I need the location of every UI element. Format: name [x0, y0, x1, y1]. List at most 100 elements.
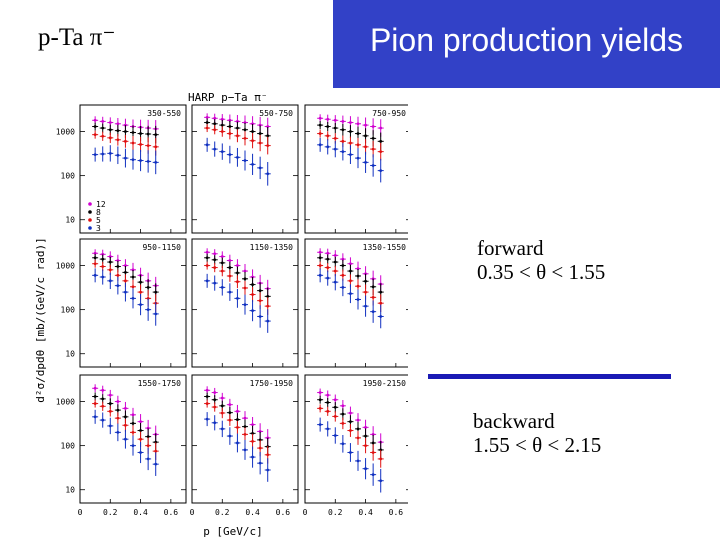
data-point [131, 444, 135, 448]
data-point [108, 136, 112, 140]
data-point [108, 128, 112, 132]
data-point [228, 411, 232, 415]
data-point [326, 134, 330, 138]
data-point [116, 153, 120, 157]
data-point [356, 436, 360, 440]
data-point [139, 429, 142, 432]
data-point [356, 418, 360, 422]
data-point [146, 457, 150, 461]
data-point [205, 264, 209, 267]
data-point [341, 264, 345, 267]
data-point [356, 298, 360, 301]
data-point [349, 420, 352, 424]
data-point [243, 286, 247, 290]
data-point [124, 270, 127, 274]
panel-label: 950-1150 [142, 243, 181, 252]
data-point [213, 128, 217, 132]
title-banner: Pion production yields [333, 0, 720, 88]
data-point [124, 279, 127, 283]
data-point [101, 265, 105, 268]
data-point [124, 156, 127, 160]
data-point [251, 283, 254, 286]
data-point [213, 421, 217, 425]
data-point [333, 253, 337, 257]
data-point [341, 442, 345, 446]
legend-label: 8 [96, 208, 101, 217]
data-point [258, 289, 262, 293]
data-point [258, 141, 262, 145]
data-point [108, 402, 112, 405]
data-point [146, 160, 150, 163]
data-point [243, 432, 247, 436]
data-point [243, 121, 247, 124]
data-point [228, 132, 232, 135]
data-point [243, 159, 247, 162]
x-tick-label: 0.2 [103, 508, 118, 517]
data-point [266, 144, 270, 147]
data-point [349, 429, 352, 432]
data-point [341, 412, 345, 416]
data-point [220, 255, 224, 258]
data-point [236, 425, 239, 429]
legend-label: 3 [96, 224, 101, 233]
data-point [251, 309, 254, 313]
data-point [356, 459, 360, 463]
data-point [318, 116, 322, 120]
data-point [379, 290, 383, 294]
data-point [333, 405, 337, 409]
data-point [93, 262, 97, 266]
data-point [371, 136, 375, 140]
data-point [251, 439, 254, 443]
backward-label: backward [473, 409, 555, 433]
data-point [93, 395, 97, 398]
data-point [318, 264, 322, 267]
data-point [131, 296, 135, 300]
data-point [364, 160, 367, 164]
data-point [356, 122, 360, 126]
data-point [371, 432, 375, 436]
data-point [318, 132, 322, 135]
y-axis-label: d²σ/dpdθ [mb/(GeV/c rad)] [34, 237, 47, 403]
data-point [371, 451, 375, 454]
data-point [326, 117, 330, 121]
data-point [108, 121, 112, 124]
data-point [205, 388, 209, 392]
data-point [341, 257, 345, 261]
data-point [228, 434, 232, 438]
data-point [371, 295, 375, 299]
data-point [236, 271, 239, 275]
data-point [124, 139, 127, 143]
data-point [266, 294, 270, 298]
data-point [266, 453, 270, 457]
x-axis-label: p [GeV/c] [203, 525, 263, 538]
data-point [349, 411, 352, 415]
y-tick-label: 10 [65, 486, 75, 495]
data-point [258, 123, 262, 127]
data-point [116, 416, 120, 420]
slide-title: p-Ta π⁻ [38, 24, 116, 51]
data-point [364, 467, 367, 471]
data-point [243, 128, 247, 132]
data-point [318, 391, 322, 394]
data-point [228, 266, 232, 269]
data-point [333, 126, 337, 130]
data-point [349, 451, 352, 454]
data-point [220, 404, 224, 408]
data-point [124, 290, 127, 294]
data-point [146, 144, 150, 147]
data-point [326, 409, 330, 413]
panel-frame [304, 374, 408, 504]
data-point [326, 393, 330, 397]
data-point [258, 461, 262, 465]
y-tick-label: 1000 [56, 398, 75, 407]
data-point [251, 139, 254, 143]
data-point [364, 290, 367, 294]
data-point [333, 269, 337, 273]
data-point [349, 153, 352, 156]
data-point [93, 402, 97, 405]
panel-label: 1150-1350 [250, 243, 294, 252]
panel-frame [304, 104, 408, 234]
data-point [326, 125, 330, 128]
data-point [93, 125, 97, 128]
data-point [333, 415, 337, 418]
